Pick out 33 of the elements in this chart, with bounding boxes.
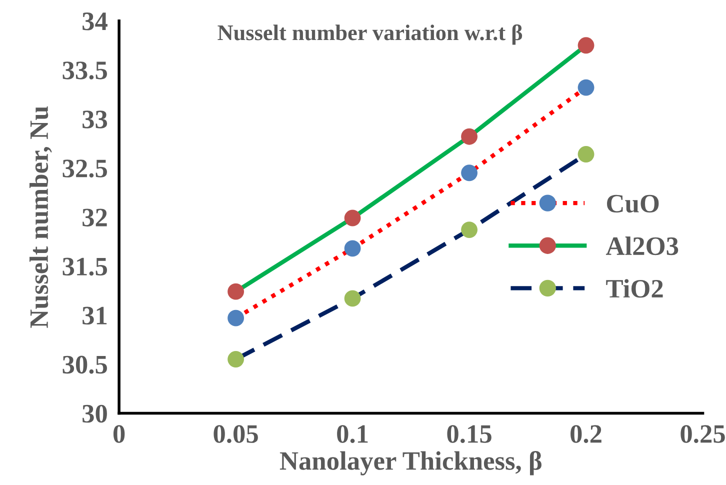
y-tick-label: 32 — [82, 208, 107, 226]
y-tick-label: 31 — [82, 306, 107, 325]
y-tick-label: 33 — [82, 110, 108, 128]
y-tick-label: 34 — [82, 12, 108, 30]
point — [578, 146, 594, 162]
point — [578, 37, 594, 54]
point — [461, 164, 478, 182]
y-tick-label: 32.5 — [62, 160, 107, 178]
point — [228, 310, 244, 326]
x-tick-label: 0.25 — [680, 425, 725, 444]
y-tick-label: 30 — [82, 404, 107, 423]
point — [228, 351, 244, 368]
y-tick-label: 33.5 — [62, 62, 107, 80]
legend-label: TiO2 — [606, 279, 663, 298]
legend-label: Al2O3 — [606, 236, 678, 256]
x-axis-title: Nanolayer Thickness, β — [280, 451, 542, 476]
y-axis-title: Nusselt number, Nu — [30, 106, 52, 328]
point — [228, 283, 244, 300]
point — [344, 240, 361, 257]
point — [578, 79, 594, 96]
point — [461, 222, 478, 238]
chart-title: Nusselt number variation w.r.t β — [218, 24, 522, 45]
x-tick-label: 0.15 — [447, 425, 492, 444]
legend-label: CuO — [607, 194, 659, 213]
point — [344, 210, 361, 226]
point — [344, 290, 361, 307]
point — [461, 128, 478, 145]
x-tick-label: 0 — [113, 425, 125, 443]
x-tick-label: 0.1 — [337, 425, 368, 444]
x-tick-label: 0.2 — [570, 425, 602, 444]
y-tick-label: 30.5 — [62, 356, 107, 374]
y-tick-label: 31.5 — [62, 258, 107, 276]
x-tick-label: 0.05 — [214, 425, 258, 444]
